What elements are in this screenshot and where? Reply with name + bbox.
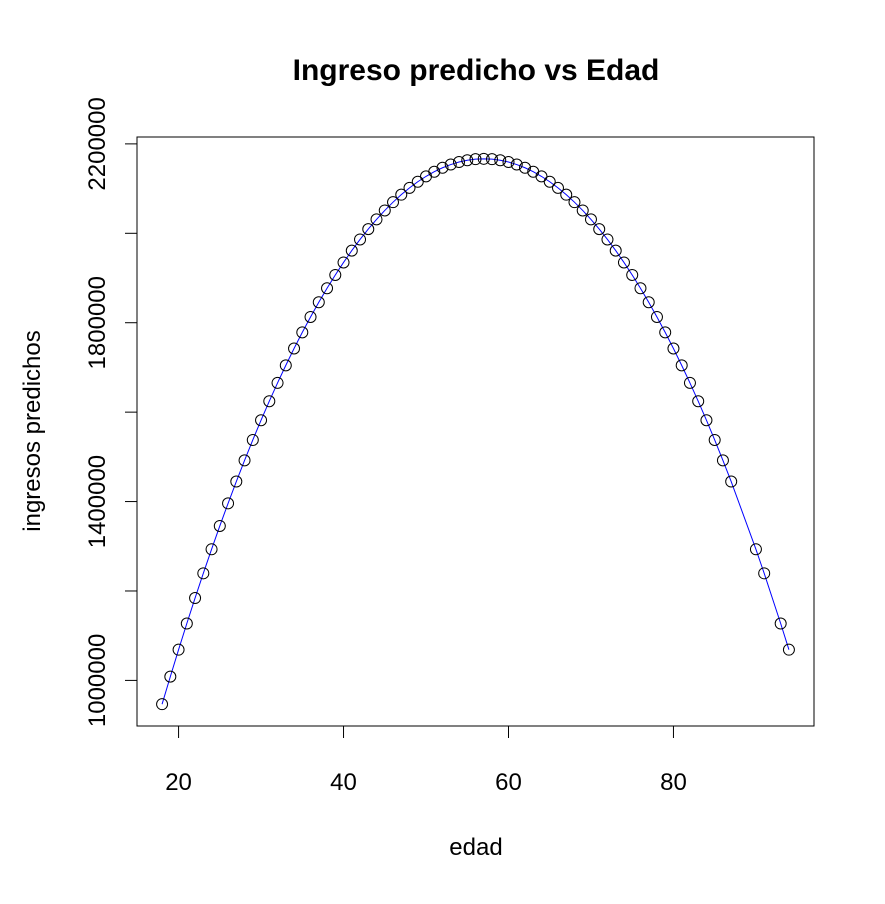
point — [387, 196, 400, 209]
series-line — [161, 158, 790, 705]
x-tick-label: 60 — [495, 769, 522, 796]
point — [222, 497, 235, 510]
point — [378, 204, 391, 217]
point — [700, 414, 713, 427]
point — [774, 617, 787, 630]
point — [329, 268, 342, 281]
point — [230, 475, 243, 488]
point — [189, 592, 202, 605]
point — [650, 310, 663, 323]
point — [246, 433, 259, 446]
point — [411, 175, 424, 188]
x-tick-label: 80 — [660, 769, 687, 796]
y-tick-label: 1800000 — [84, 276, 111, 369]
point — [535, 170, 548, 183]
point — [568, 196, 581, 209]
point — [543, 175, 556, 188]
point — [601, 233, 614, 246]
point — [584, 213, 597, 226]
point — [551, 181, 564, 194]
point — [518, 161, 531, 174]
point — [238, 454, 251, 467]
point — [271, 376, 284, 389]
point — [213, 519, 226, 532]
point — [758, 567, 771, 580]
point — [510, 158, 523, 171]
point — [428, 165, 441, 178]
point — [609, 244, 622, 257]
point — [560, 188, 573, 201]
point — [354, 233, 367, 246]
point — [675, 359, 688, 372]
point — [453, 156, 466, 169]
chart-title: Ingreso predicho vs Edad — [293, 54, 660, 87]
point — [626, 268, 639, 281]
point — [337, 256, 350, 269]
point — [263, 395, 276, 408]
point — [444, 158, 457, 171]
point — [345, 244, 358, 257]
point — [403, 181, 416, 194]
point — [461, 154, 474, 167]
point — [304, 310, 317, 323]
point — [593, 223, 606, 236]
point — [716, 454, 729, 467]
point — [494, 154, 507, 167]
point — [485, 153, 498, 166]
point — [683, 376, 696, 389]
point — [362, 223, 375, 236]
point — [469, 153, 482, 166]
plot-frame — [136, 136, 815, 727]
x-axis-label: edad — [449, 834, 502, 861]
point — [321, 282, 334, 295]
point — [576, 204, 589, 217]
point — [180, 617, 193, 630]
point — [288, 342, 301, 355]
point — [279, 359, 292, 372]
point — [782, 643, 795, 656]
point — [502, 156, 515, 169]
y-tick-label: 1000000 — [84, 634, 111, 727]
point — [296, 326, 309, 339]
point — [436, 161, 449, 174]
y-axis-label: ingresos predichos — [19, 330, 46, 531]
x-tick-label: 20 — [165, 769, 192, 796]
point — [156, 698, 169, 711]
point — [197, 567, 210, 580]
point — [692, 395, 705, 408]
point — [667, 342, 680, 355]
y-tick-label: 2200000 — [84, 97, 111, 190]
point — [205, 543, 218, 556]
point — [172, 643, 185, 656]
point — [370, 213, 383, 226]
point — [634, 282, 647, 295]
point — [642, 296, 655, 309]
point — [617, 256, 630, 269]
x-tick-label: 40 — [330, 769, 357, 796]
point — [164, 670, 177, 683]
point — [477, 152, 490, 165]
point — [395, 188, 408, 201]
point — [708, 433, 721, 446]
point — [312, 296, 325, 309]
y-tick-label: 1400000 — [84, 455, 111, 548]
point — [255, 414, 268, 427]
point — [659, 326, 672, 339]
point — [725, 475, 738, 488]
point — [749, 543, 762, 556]
